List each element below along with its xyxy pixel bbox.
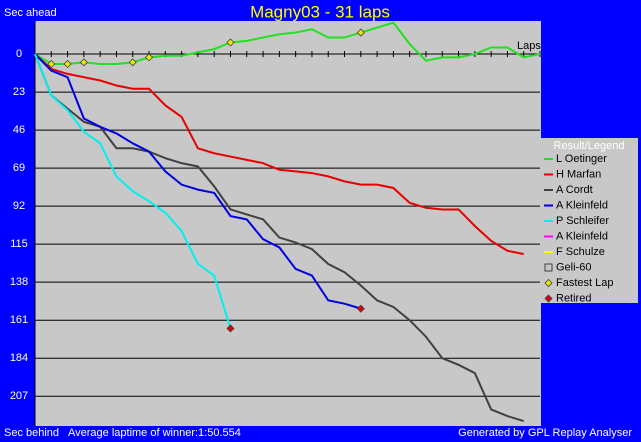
point-marker [226,38,235,47]
series-line [34,53,362,310]
plot-area [35,21,541,426]
series-line [34,53,524,256]
point-marker [226,324,235,333]
y-tick-label: 115 [10,238,28,250]
point-marker [144,53,154,62]
point-marker [128,58,137,67]
legend-title: Result/Legend [554,140,625,152]
y-tick-label: 207 [10,390,28,402]
y-tick-label: 138 [10,276,28,288]
legend-box [541,138,638,303]
footer-right: Generated by GPL Replay Analyser [458,427,632,439]
chart-title: Magny03 - 31 laps [250,2,390,21]
y-tick-label: 0 [16,48,22,60]
legend-label: A Cordt [556,184,593,196]
legend-swatch [544,294,553,303]
series-line [34,53,525,422]
y-label-bottom: Sec behind [4,427,59,439]
series-line [34,53,232,329]
legend-label: Geli-60 [556,261,591,273]
legend-swatch [544,263,553,272]
point-marker [79,58,88,67]
y-tick-label: 92 [13,200,25,212]
y-label-top: Sec ahead [4,7,57,19]
legend-label: H Marfan [556,168,601,180]
y-tick-label: 23 [13,86,25,98]
point-marker [356,28,365,37]
legend-label: A Kleinfeld [556,230,608,242]
legend-label: L Oetinger [556,153,607,165]
point-marker [47,59,56,69]
footer-left: Average laptime of winner:1:50.554 [68,427,241,439]
y-tick-label: 184 [10,352,28,364]
x-label: Laps [517,40,541,52]
y-tick-label: 69 [13,162,25,174]
y-tick-label: 161 [10,314,28,326]
legend-label: Retired [556,292,591,304]
point-marker [356,304,365,313]
series-line [34,21,541,65]
legend-label: P Schleifer [556,215,609,227]
point-marker [63,59,72,69]
legend-label: F Schulze [556,246,605,258]
legend-swatch [544,278,553,288]
y-tick-label: 46 [13,124,25,136]
legend-label: Fastest Lap [556,277,613,289]
legend-label: A Kleinfeld [556,199,608,211]
